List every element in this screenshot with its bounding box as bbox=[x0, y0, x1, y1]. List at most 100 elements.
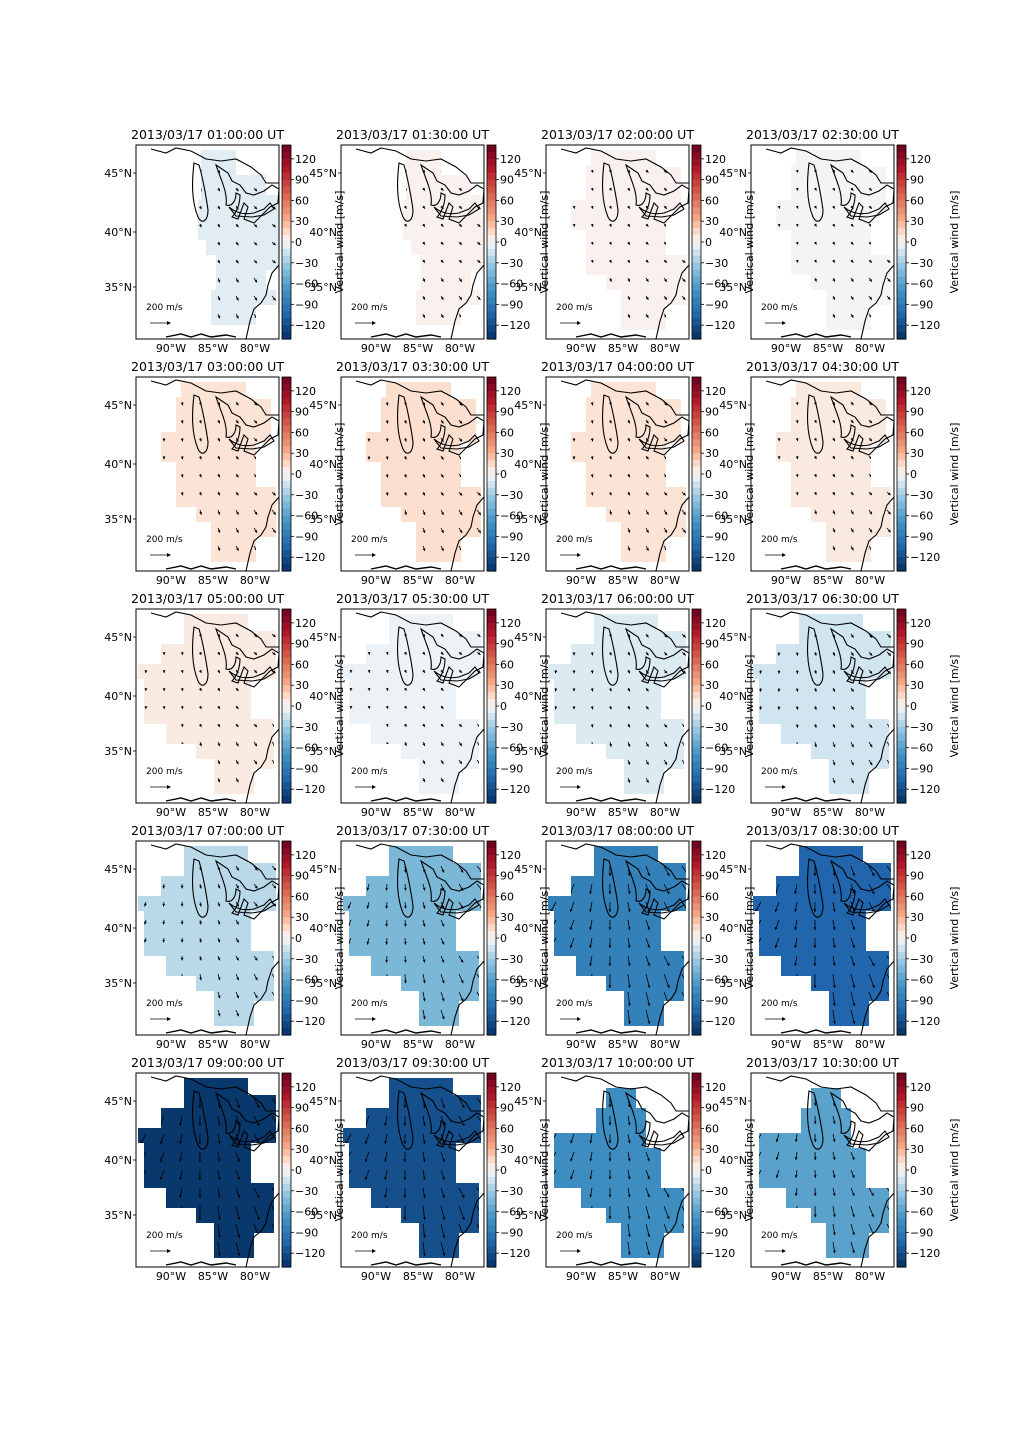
wind-vector-head bbox=[777, 707, 781, 710]
colorbar-segment bbox=[487, 938, 496, 946]
coastline bbox=[560, 843, 689, 880]
wind-vector-head bbox=[609, 688, 612, 692]
wind-vector-head bbox=[235, 315, 239, 319]
wind-vector-head bbox=[555, 260, 558, 263]
wind-vector-head bbox=[627, 296, 631, 300]
wind-vector-head bbox=[850, 402, 854, 406]
wind-vector-head bbox=[217, 1217, 221, 1220]
wind-vector bbox=[347, 883, 352, 891]
wind-vector bbox=[253, 1241, 260, 1257]
colorbar-tick-label: 0 bbox=[295, 1164, 302, 1177]
wind-vector-head bbox=[403, 887, 407, 891]
wind-vector-head bbox=[871, 1102, 874, 1106]
wind-vector-head bbox=[460, 1016, 464, 1020]
wind-vector-head bbox=[795, 780, 799, 784]
wind-vector-head bbox=[869, 565, 872, 568]
wind-vector-head bbox=[140, 1195, 144, 1198]
wind-vector-head bbox=[795, 706, 799, 710]
wind-vector-head bbox=[682, 529, 686, 533]
colorbar-segment bbox=[487, 1246, 496, 1254]
wind-vector-head bbox=[609, 296, 612, 300]
wind-vector-head bbox=[832, 259, 835, 263]
wind-vector-head bbox=[159, 1217, 163, 1220]
lon-label: 90°W bbox=[361, 1270, 391, 1283]
colorbar-segment bbox=[692, 446, 701, 454]
wind-vector-head bbox=[384, 1123, 388, 1126]
wind-vector-head bbox=[144, 334, 147, 337]
wind-vector-head bbox=[477, 456, 481, 460]
colorbar-segment bbox=[692, 796, 701, 804]
wind-vector-head bbox=[349, 439, 352, 442]
wind-vector-head bbox=[777, 511, 781, 515]
coastline bbox=[638, 434, 685, 450]
colorbar-segment bbox=[282, 1021, 291, 1029]
coastline bbox=[806, 162, 824, 222]
wind-vector-head bbox=[682, 420, 686, 424]
wind-vector bbox=[886, 223, 891, 227]
wind-vector-head bbox=[367, 402, 371, 406]
wind-vector-head bbox=[217, 511, 221, 515]
wind-vector-head bbox=[199, 977, 203, 981]
colorbar-tick-label: 60 bbox=[500, 890, 514, 903]
colorbar-segment bbox=[282, 515, 291, 524]
colorbar-segment bbox=[897, 179, 906, 188]
coastline bbox=[165, 333, 237, 338]
colorbar-segment bbox=[897, 186, 906, 195]
wind-vector-head bbox=[589, 1194, 593, 1198]
colorbar-segment bbox=[692, 165, 701, 174]
wind-vector-head bbox=[794, 891, 798, 894]
wind-vector bbox=[199, 991, 202, 999]
wind-vector bbox=[794, 1009, 798, 1025]
colorbar-segment bbox=[692, 515, 701, 524]
wind-vector-head bbox=[162, 652, 166, 656]
wind-vector-head bbox=[144, 903, 147, 907]
wind-vector-head bbox=[832, 296, 836, 300]
coastline bbox=[228, 666, 275, 682]
colorbar-segment bbox=[897, 958, 906, 967]
wind-vector bbox=[759, 741, 762, 748]
wind-vector bbox=[682, 564, 686, 569]
lat-label: 35°N bbox=[514, 513, 542, 526]
wind-vector-head bbox=[608, 1252, 612, 1256]
wind-vector-head bbox=[888, 333, 891, 336]
wind-vector-head bbox=[403, 1235, 407, 1238]
wind-vector-head bbox=[813, 1103, 817, 1106]
wind-vector-head bbox=[664, 278, 667, 282]
lat-label: 45°N bbox=[104, 1095, 132, 1108]
wind-vector-head bbox=[664, 438, 668, 442]
wind-vector-head bbox=[589, 927, 593, 930]
wind-vector-head bbox=[647, 963, 650, 966]
wind-vector-head bbox=[555, 206, 558, 209]
wind-vector-head bbox=[199, 1031, 202, 1034]
lat-label: 35°N bbox=[719, 513, 747, 526]
wind-vector-head bbox=[609, 492, 612, 496]
wind-vector bbox=[760, 796, 761, 801]
lat-label: 35°N bbox=[514, 745, 542, 758]
wind-vector-head bbox=[869, 278, 872, 282]
wind-vector-head bbox=[777, 187, 781, 191]
wind-vector-head bbox=[386, 260, 389, 263]
colorbar-segment bbox=[692, 775, 701, 783]
wind-vector-head bbox=[775, 1193, 779, 1196]
colorbar-tick-label: 90 bbox=[500, 870, 514, 883]
wind-vector bbox=[236, 332, 238, 337]
wind-vector bbox=[253, 705, 258, 710]
colorbar-segment bbox=[897, 1114, 906, 1123]
wind-vector-head bbox=[236, 1013, 239, 1017]
wind-vector-head bbox=[367, 706, 371, 709]
colorbar-segment bbox=[487, 501, 496, 510]
wind-vector-head bbox=[441, 1016, 445, 1020]
wind-vector-head bbox=[217, 456, 220, 460]
wind-vector-head bbox=[887, 402, 891, 406]
wind-vector-head bbox=[254, 438, 258, 442]
wind-vector-head bbox=[682, 223, 686, 227]
wind-vector bbox=[886, 473, 891, 478]
map-panel: 2013/03/17 03:00:00 UT 200 m/s 45°N 40°N 35°… bbox=[104, 359, 346, 593]
colorbar-tick-label: 30 bbox=[705, 1143, 719, 1156]
wind-vector-head bbox=[627, 259, 630, 263]
colorbar-segment bbox=[487, 712, 496, 721]
wind-vector-head bbox=[794, 1103, 798, 1106]
wind-vector-head bbox=[181, 188, 184, 191]
wind-vector bbox=[236, 1028, 239, 1034]
